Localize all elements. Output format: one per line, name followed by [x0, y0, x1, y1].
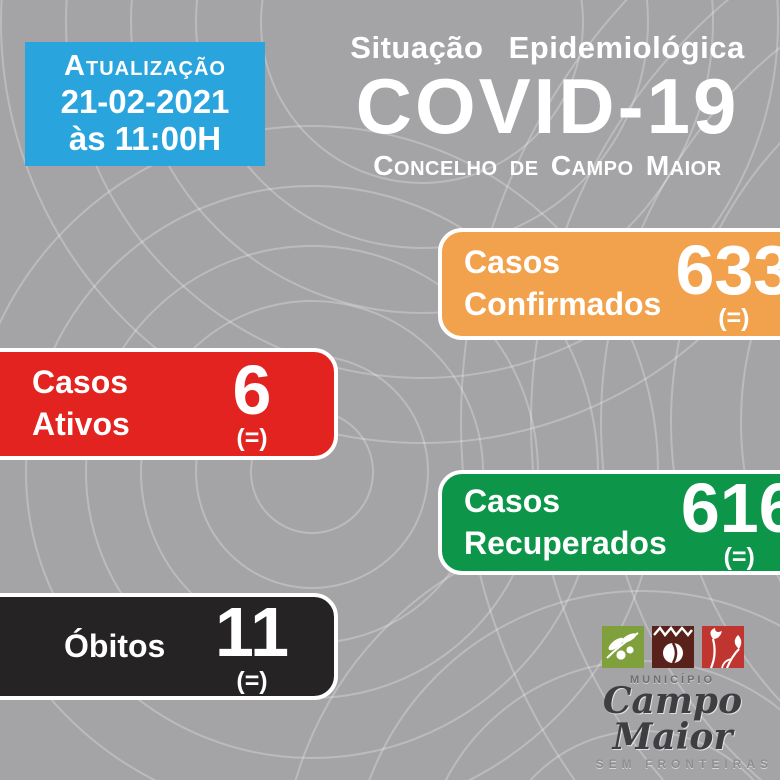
- page-title: COVID-19: [355, 62, 740, 150]
- card-value: 6: [232, 350, 272, 429]
- olive-branch-icon: [601, 626, 644, 668]
- card-label-line2: Recuperados: [464, 524, 667, 561]
- card-trend: (=): [718, 304, 750, 333]
- card-trend: (=): [236, 424, 268, 453]
- header-region: Concelho de Campo Maior: [373, 149, 722, 181]
- header: Situação Epidemiológica COVID-19 Concelh…: [315, 30, 780, 182]
- card-casos-recuperados: Casos Recuperados 616 (=): [438, 470, 780, 575]
- card-label: Casos Recuperados: [442, 481, 667, 564]
- card-label: Casos Confirmados: [442, 242, 661, 325]
- logo-municipio-label: Município: [629, 674, 716, 686]
- update-box: Atualização 21-02-2021 às 11:00H: [25, 42, 265, 166]
- card-value: 11: [215, 593, 289, 672]
- logo-name: Campo Maior: [602, 680, 743, 758]
- card-value-block: 633 (=): [661, 230, 780, 333]
- card-label-line1: Óbitos: [64, 627, 166, 664]
- logo-squares: [570, 626, 775, 669]
- card-trend: (=): [723, 542, 755, 571]
- card-label-line1: Casos: [464, 482, 561, 519]
- card-casos-confirmados: Casos Confirmados 633 (=): [438, 228, 780, 340]
- card-value-block: 6 (=): [192, 350, 312, 453]
- card-label: Casos Ativos: [0, 362, 192, 445]
- card-value-block: 616 (=): [667, 469, 780, 571]
- coffee-plant-icon: [651, 626, 694, 668]
- card-label-line1: Casos: [32, 364, 129, 401]
- update-date: 21-02-2021: [60, 82, 230, 120]
- header-subtitle: Situação Epidemiológica: [350, 30, 745, 65]
- card-trend: (=): [236, 666, 268, 695]
- card-label-line2: Ativos: [32, 406, 130, 442]
- card-value: 633: [675, 230, 780, 309]
- poppy-flowers-icon: [701, 626, 744, 669]
- card-value: 616: [680, 469, 780, 548]
- card-obitos: Óbitos 11 (=): [0, 593, 338, 700]
- update-title: Atualização: [64, 49, 226, 82]
- logo-tagline: Sem Fronteiras: [595, 757, 773, 771]
- card-casos-ativos: Casos Ativos 6 (=): [0, 348, 338, 460]
- card-label-line1: Casos: [464, 244, 561, 281]
- card-value-block: 11 (=): [192, 593, 312, 695]
- card-label-line2: Confirmados: [464, 286, 662, 322]
- campo-maior-logo: Município Campo Maior Sem Fronteiras: [570, 626, 775, 771]
- card-label: Óbitos: [0, 626, 192, 668]
- update-time: às 11:00H: [68, 119, 222, 157]
